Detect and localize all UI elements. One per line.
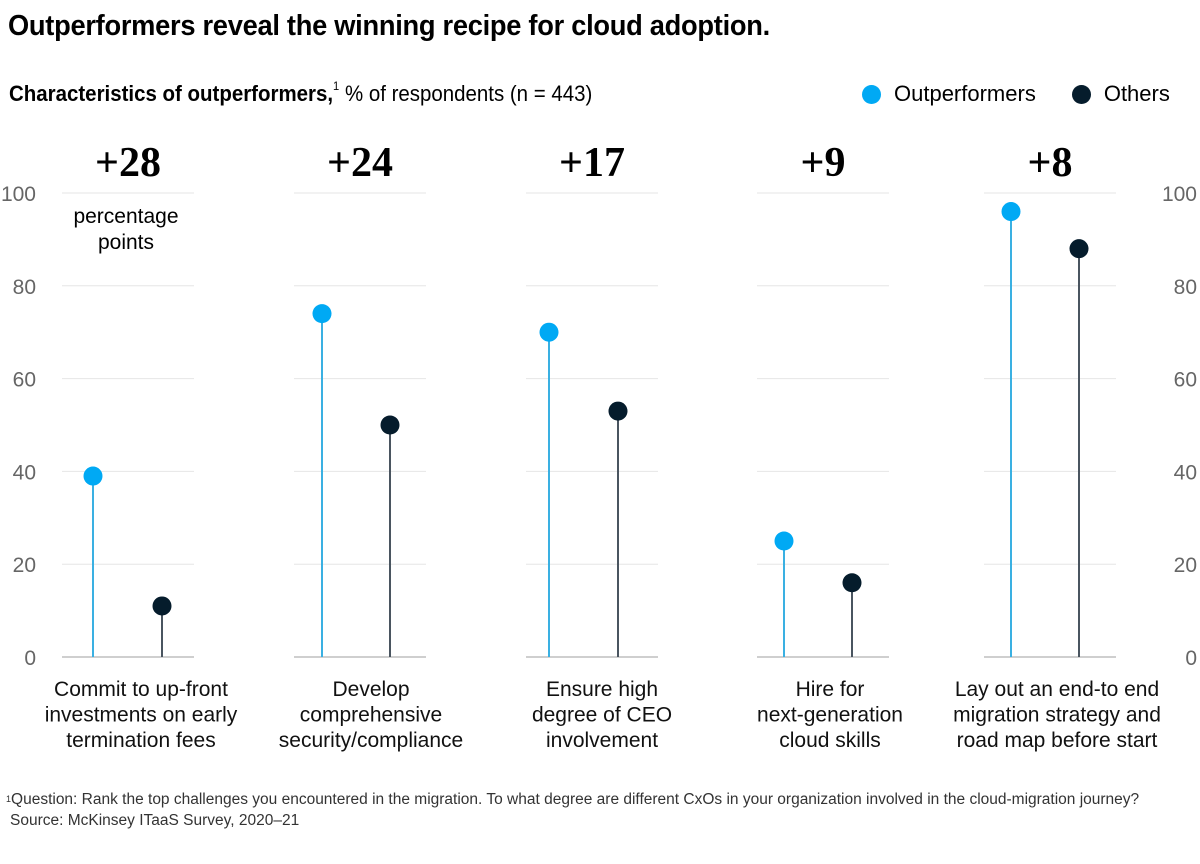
y-tick-label-left: 0	[24, 647, 36, 670]
lollipop-chart: 0 0 20 20 40 40 60 60 80 80 100 100 +28 Commit to up-…	[1, 140, 1197, 752]
category-label: Ensure high	[546, 678, 658, 701]
outperformers-point	[312, 304, 332, 324]
annotation-unit-label: percentage	[73, 205, 178, 228]
difference-annotation: +28	[95, 140, 161, 186]
category-label: Commit to up-front	[54, 678, 228, 701]
category-label: degree of CEO	[532, 704, 672, 727]
footnote-question: Question: Rank the top challenges you en…	[11, 791, 1140, 808]
y-tick-label-left: 20	[13, 554, 36, 577]
category-label: comprehensive	[300, 704, 442, 727]
footnote-mark: 1	[6, 794, 12, 804]
outperformers-point	[774, 531, 794, 551]
chart-title: Outperformers reveal the winning recipe …	[8, 10, 770, 42]
chart-subtitle: Characteristics of outperformers,1 % of …	[9, 79, 593, 107]
category-label: migration strategy and	[953, 704, 1161, 727]
y-tick-label-left: 80	[13, 276, 36, 299]
y-tick-label-right: 0	[1185, 647, 1197, 670]
outperformers-point	[83, 466, 103, 486]
annotation-unit-label: points	[98, 231, 154, 254]
subtitle-bold: Characteristics of outperformers,	[9, 81, 334, 106]
subtitle-rest: % of respondents (n = 443)	[339, 81, 593, 106]
legend-dot-others-icon	[1071, 84, 1091, 104]
y-tick-label-right: 80	[1174, 276, 1197, 299]
category-label: involvement	[546, 729, 658, 752]
y-tick-label-left: 60	[13, 369, 36, 392]
others-point	[842, 573, 862, 593]
outperformers-point	[1001, 202, 1021, 222]
y-tick-label-right: 100	[1162, 183, 1197, 206]
y-tick-label-right: 40	[1174, 461, 1197, 484]
legend-item-others: Others	[1071, 81, 1170, 107]
others-point	[1069, 239, 1089, 259]
y-tick-label-left: 40	[13, 461, 36, 484]
category-label: investments on early	[45, 704, 238, 727]
category-label: Hire for	[796, 678, 865, 701]
legend-label-outperformers: Outperformers	[894, 81, 1036, 106]
others-point	[152, 596, 172, 616]
category-label: road map before start	[957, 729, 1158, 752]
category-label: security/compliance	[279, 729, 463, 752]
difference-annotation: +8	[1028, 140, 1073, 186]
category-label: Lay out an end-to end	[955, 678, 1159, 701]
footnote-source: Source: McKinsey ITaaS Survey, 2020–21	[10, 812, 300, 829]
y-tick-label-right: 20	[1174, 554, 1197, 577]
category-label: cloud skills	[779, 729, 881, 752]
legend-item-outperformers: Outperformers	[862, 81, 1036, 107]
difference-annotation: +9	[801, 140, 846, 186]
outperformers-point	[539, 322, 559, 342]
difference-annotation: +24	[327, 140, 393, 186]
category-label: Develop	[332, 678, 409, 701]
footnote: 1Question: Rank the top challenges you e…	[6, 789, 1186, 831]
category-label: termination fees	[66, 729, 215, 752]
others-point	[608, 401, 628, 421]
y-tick-label-right: 60	[1174, 369, 1197, 392]
others-point	[380, 415, 400, 435]
legend-dot-outperformers-icon	[862, 84, 881, 104]
subtitle-footnote-mark: 1	[333, 79, 340, 93]
category-label: next-generation	[757, 704, 903, 727]
y-tick-label-left: 100	[1, 183, 36, 206]
difference-annotation: +17	[559, 140, 625, 186]
legend: Outperformers Others	[862, 81, 1170, 107]
legend-label-others: Others	[1103, 81, 1170, 106]
